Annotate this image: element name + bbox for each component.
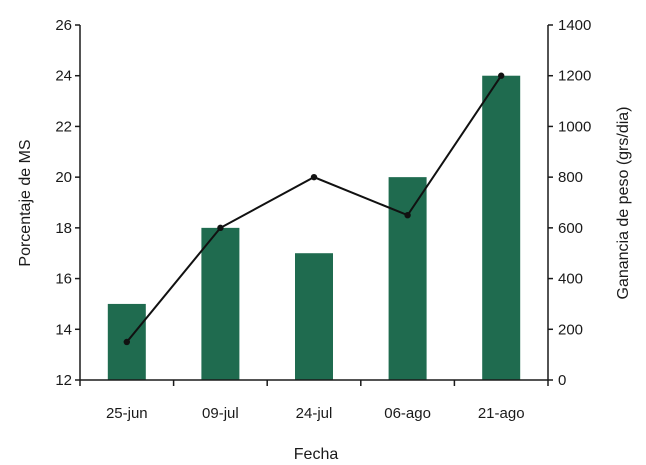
y-tick-label: 12	[55, 372, 72, 389]
x-tick-label: 21-ago	[478, 405, 525, 422]
y-tick-label: 16	[55, 271, 72, 288]
x-tick-label: 09-jul	[202, 405, 239, 422]
right-tick-labels: 0 200 400 600 800 1000 1200 1400	[558, 17, 591, 389]
y-tick-label: 26	[55, 17, 72, 34]
x-tick-label: 25-jun	[106, 405, 148, 422]
y2-tick-label: 1200	[558, 68, 591, 85]
bar	[388, 177, 427, 380]
bar	[201, 227, 240, 380]
line-point	[217, 224, 224, 232]
line-point	[498, 72, 505, 79]
y2-tick-label: 1000	[558, 118, 591, 135]
y-axis-title: Porcentaje de MS	[17, 139, 34, 266]
bar	[482, 75, 521, 380]
bar	[295, 253, 333, 380]
y-tick-label: 18	[55, 220, 72, 237]
y2-tick-label: 800	[558, 169, 583, 186]
y-tick-label: 20	[55, 169, 72, 186]
y2-tick-label: 0	[558, 372, 566, 389]
x-tick-label: 24-jul	[296, 405, 333, 422]
x-tick-labels: 25-jun 09-jul 24-jul 06-ago 21-ago	[106, 405, 525, 422]
y-tick-label: 14	[55, 321, 72, 338]
x-axis-title: Fecha	[294, 446, 339, 463]
line-point	[404, 211, 411, 219]
y2-tick-label: 1400	[558, 17, 591, 34]
y2-tick-label: 200	[558, 321, 583, 338]
y-tick-label: 22	[55, 118, 72, 135]
axes	[75, 24, 553, 386]
y2-tick-label: 600	[558, 220, 583, 237]
bar-series	[107, 75, 521, 380]
line-point	[123, 338, 130, 346]
line-point	[310, 173, 318, 181]
y-tick-label: 24	[55, 68, 72, 85]
y2-axis-title: Ganancia de peso (grs/dia)	[615, 107, 632, 300]
x-tick-label: 06-ago	[384, 405, 431, 422]
line-series	[123, 72, 505, 346]
left-tick-labels: 12 14 16 18 20 22 24 26	[55, 17, 72, 389]
y2-tick-label: 400	[558, 271, 583, 288]
